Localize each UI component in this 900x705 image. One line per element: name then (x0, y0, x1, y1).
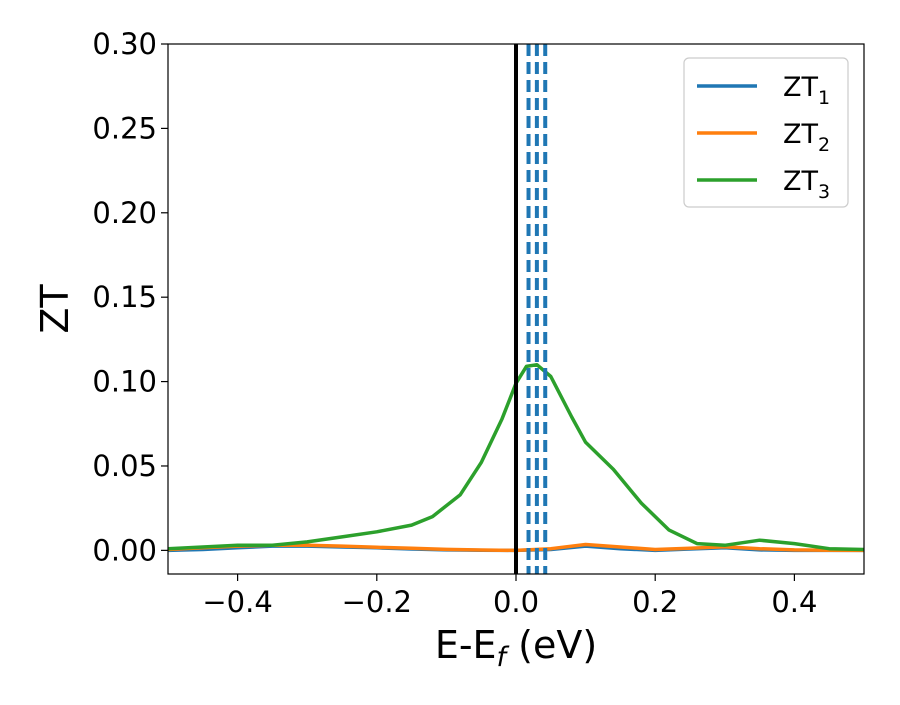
legend-label-1: ZT1 (783, 72, 830, 109)
plot-area (168, 44, 864, 574)
y-tick-label: 0.20 (92, 196, 157, 230)
y-tick-label: 0.05 (92, 449, 157, 483)
x-tick-label: 0.2 (632, 585, 678, 619)
x-tick-label: −0.2 (342, 585, 412, 619)
series-line-3 (168, 362, 864, 552)
x-tick-label: −0.4 (202, 585, 272, 619)
legend-label-3: ZT3 (783, 166, 830, 203)
x-axis-label: E-Ef (eV) (435, 623, 597, 673)
legend-box (683, 57, 849, 208)
y-tick-label: 0.25 (92, 111, 157, 145)
y-tick-label: 0.15 (92, 280, 157, 314)
x-tick-label: 0.0 (493, 585, 539, 619)
y-tick-label: 0.30 (92, 27, 157, 61)
legend: ZT1 ZT2 ZT3 (683, 57, 849, 208)
y-tick-label: 0.00 (92, 533, 157, 567)
y-axis-label: ZT (33, 284, 77, 334)
x-tick-label: 0.4 (771, 585, 817, 619)
legend-label-2: ZT2 (783, 119, 830, 156)
y-tick-label: 0.10 (92, 365, 157, 399)
